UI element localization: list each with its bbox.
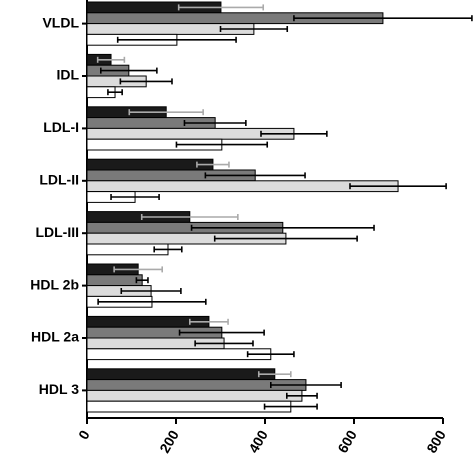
error-bar [190, 224, 375, 231]
error-bar [293, 15, 473, 22]
bar [86, 158, 214, 171]
error-bar [153, 246, 183, 253]
error-bar [204, 172, 306, 179]
y-tick-label: IDL [56, 67, 79, 83]
bar [86, 389, 303, 402]
error-bar [113, 266, 164, 273]
error-bar [194, 340, 254, 347]
y-tick-label: LDL-II [39, 172, 79, 188]
error-bar [96, 56, 126, 63]
error-bar [257, 371, 292, 378]
x-tick-label: 600 [334, 427, 360, 455]
error-bar [107, 89, 123, 96]
error-bar [188, 318, 229, 325]
error-bar [178, 329, 265, 336]
error-bar [349, 183, 447, 190]
y-tick-label: HDL 2b [30, 276, 79, 292]
error-bar [99, 67, 158, 74]
bar [86, 368, 276, 381]
x-tick-label: 800 [423, 427, 449, 455]
bar [86, 400, 292, 413]
error-bar [177, 4, 265, 11]
error-bar [135, 277, 149, 284]
error-bar [97, 298, 207, 305]
x-tick-label: 200 [156, 427, 182, 455]
error-bar [128, 109, 204, 116]
error-bar [269, 382, 342, 388]
error-bar [116, 36, 237, 43]
error-bar [119, 78, 173, 85]
x-tick-label: 0 [75, 427, 93, 442]
error-bar [120, 288, 182, 294]
error-bar [260, 130, 328, 137]
error-bar [213, 235, 358, 242]
error-bar [140, 214, 239, 220]
y-tick-label: HDL 3 [39, 381, 79, 397]
error-bar [263, 403, 318, 410]
error-bar [196, 161, 230, 168]
error-bar [110, 194, 160, 200]
error-bar [175, 141, 269, 148]
bar [86, 348, 272, 361]
error-bar [219, 26, 289, 32]
y-tick-label: LDL-I [43, 119, 79, 135]
error-bar [183, 120, 247, 126]
x-tick-label: 400 [245, 427, 271, 455]
y-tick-label: HDL 2a [31, 329, 79, 345]
y-tick-label: LDL-III [35, 224, 79, 240]
bar [86, 274, 143, 287]
error-bar [246, 351, 295, 358]
y-tick-label: VLDL [42, 14, 79, 30]
error-bar [286, 392, 318, 399]
